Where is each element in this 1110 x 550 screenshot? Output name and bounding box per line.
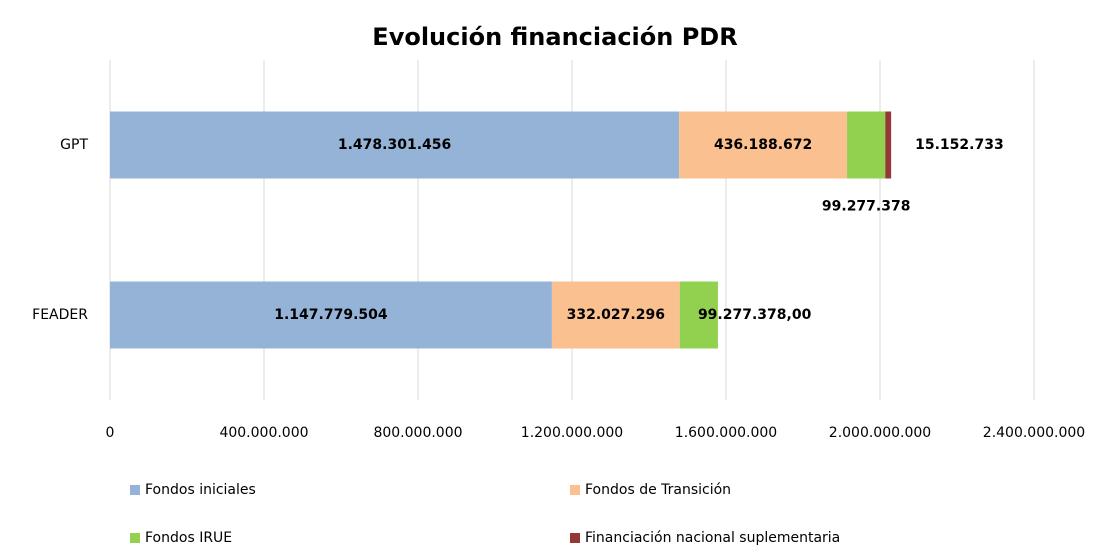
x-tick-label: 2.400.000.000 — [983, 425, 1085, 441]
bar-segment — [551, 281, 680, 349]
bar-segment — [679, 281, 718, 349]
x-tick-label: 1.200.000.000 — [521, 425, 623, 441]
legend-swatch — [570, 485, 580, 495]
legend-label: Financiación nacional suplementaria — [585, 530, 840, 546]
value-label: 332.027.296 — [567, 307, 665, 323]
bar-segment — [847, 111, 886, 179]
bar-segment — [885, 111, 892, 179]
value-label: 436.188.672 — [714, 137, 812, 153]
value-label: 99.277.378 — [822, 199, 911, 215]
y-tick-label: GPT — [60, 137, 88, 153]
chart-title: Evolución financiación PDR — [372, 23, 737, 51]
x-tick-label: 2.000.000.000 — [829, 425, 931, 441]
value-label: 1.478.301.456 — [338, 137, 451, 153]
legend-swatch — [570, 533, 580, 543]
bar-segment — [110, 111, 680, 179]
legend-label: Fondos de Transición — [585, 482, 731, 498]
y-tick-label: FEADER — [32, 307, 88, 323]
value-label: 99.277.378,00 — [698, 307, 812, 323]
value-label: 1.147.779.504 — [274, 307, 388, 323]
legend-label: Fondos IRUE — [145, 530, 232, 546]
legend-label: Fondos iniciales — [145, 482, 256, 498]
x-tick-label: 0 — [106, 425, 115, 441]
legend-swatch — [130, 533, 140, 543]
bar-segment — [110, 281, 552, 349]
value-label: 15.152.733 — [915, 137, 1004, 153]
x-tick-label: 800.000.000 — [373, 425, 462, 441]
x-tick-label: 400.000.000 — [219, 425, 308, 441]
bar-segment — [679, 111, 848, 179]
x-tick-label: 1.600.000.000 — [675, 425, 777, 441]
legend-swatch — [130, 485, 140, 495]
